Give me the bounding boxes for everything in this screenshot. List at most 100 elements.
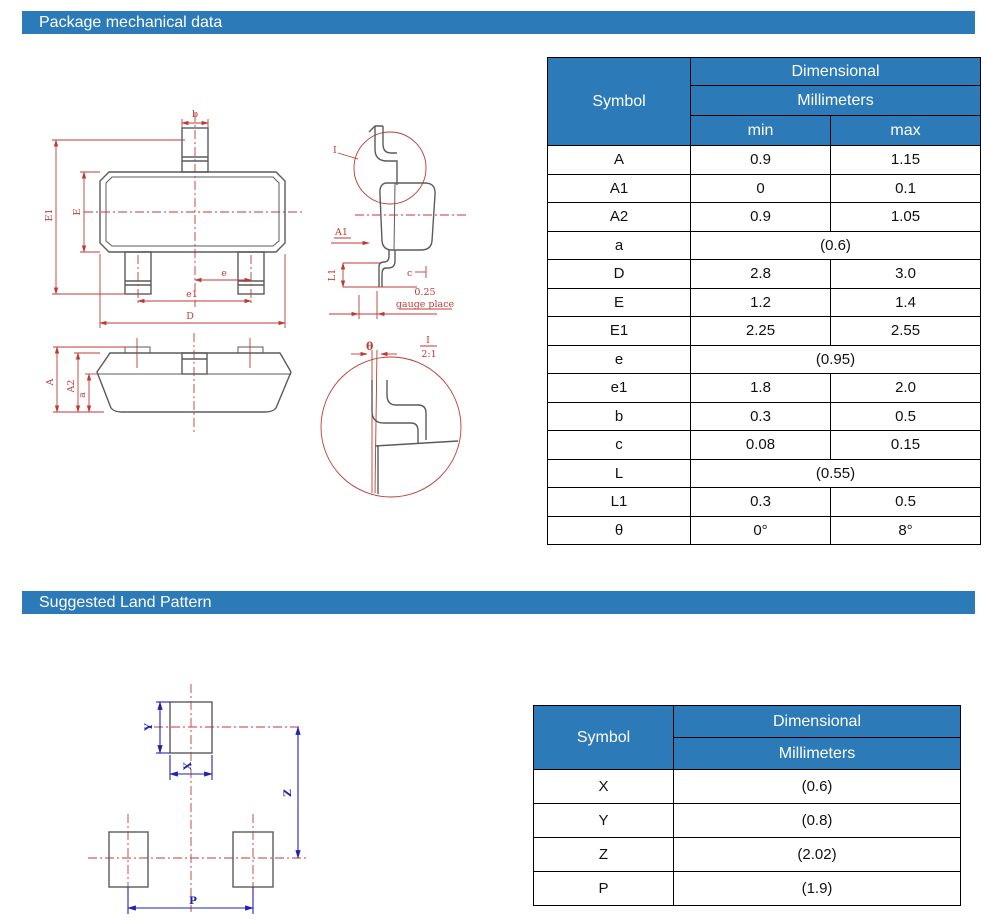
table-row: E 1.2 1.4 — [547, 287, 982, 317]
table-row: c 0.08 0.15 — [547, 430, 982, 460]
max-cell: 0.15 — [829, 430, 982, 460]
dim-label-e: e — [221, 268, 227, 279]
table-row: A2 0.9 1.05 — [547, 202, 982, 232]
detail-ref-label: I — [426, 335, 430, 346]
min-cell: 0.3 — [690, 487, 831, 517]
land-table-body: X (0.6) Y (0.8) Z (2.02) P (1.9) — [533, 769, 961, 906]
symbol-cell: E — [547, 287, 691, 317]
max-cell: 1.4 — [829, 287, 982, 317]
symbol-cell: A1 — [547, 173, 691, 203]
col-header-dimensional: Dimensional — [673, 705, 961, 738]
table-row: X (0.6) — [533, 769, 961, 804]
symbol-cell: Z — [533, 837, 674, 872]
dim-label-P: P — [189, 895, 197, 907]
dim-label-D: D — [186, 311, 194, 322]
gauge-value: 0.25 — [414, 287, 435, 298]
value-span-cell: (0.95) — [689, 344, 982, 374]
table-row: Z (2.02) — [533, 837, 961, 872]
symbol-cell: D — [547, 259, 691, 289]
gauge-text: gauge place — [396, 299, 455, 310]
package-side-view-drawing: I A1 L1 c 0.25 gauge place — [320, 125, 467, 498]
max-cell: 0.5 — [829, 401, 982, 431]
col-header-millimeters: Millimeters — [689, 85, 982, 116]
table-row: L (0.55) — [547, 458, 982, 488]
dim-label-E1: E1 — [44, 209, 55, 222]
section-title-land-pattern: Suggested Land Pattern — [39, 594, 212, 611]
dim-label-Y: Y — [143, 723, 155, 732]
land-pattern-drawing: Y X Z P — [88, 684, 306, 914]
dim-label-e1: e1 — [186, 289, 198, 300]
min-cell: 2.8 — [690, 259, 831, 289]
symbol-cell: X — [533, 769, 674, 804]
col-header-symbol: Symbol — [547, 57, 691, 146]
table-row: Y (0.8) — [533, 803, 961, 838]
min-cell: 2.25 — [690, 316, 831, 346]
dim-label-b: b — [192, 109, 198, 120]
dim-label-X: X — [182, 761, 194, 770]
package-dimension-table: Symbol Dimensional Millimeters min max A… — [547, 57, 982, 545]
symbol-cell: e1 — [547, 373, 691, 403]
max-cell: 3.0 — [829, 259, 982, 289]
symbol-cell: a — [547, 230, 691, 260]
table-row: e (0.95) — [547, 344, 982, 374]
max-cell: 2.0 — [829, 373, 982, 403]
dim-label-c: c — [407, 268, 412, 279]
col-header-dimensional: Dimensional — [689, 57, 982, 86]
table-row: E1 2.25 2.55 — [547, 316, 982, 346]
col-header-max: max — [829, 115, 982, 146]
min-cell: 0.9 — [690, 202, 831, 232]
land-pattern-table: Symbol Dimensional Millimeters X (0.6) Y (0… — [533, 705, 961, 906]
table-row: A 0.9 1.15 — [547, 145, 982, 175]
min-cell: 0 — [690, 173, 831, 203]
dim-label-A: A — [45, 378, 56, 386]
section-header-land-pattern: Suggested Land Pattern — [22, 591, 975, 614]
symbol-cell: c — [547, 430, 691, 460]
symbol-cell: b — [547, 401, 691, 431]
detail-callout-label: I — [333, 145, 337, 156]
symbol-cell: A2 — [547, 202, 691, 232]
dim-label-Z: Z — [282, 789, 294, 797]
dim-label-E: E — [72, 208, 83, 215]
max-cell: 1.05 — [829, 202, 982, 232]
table-row: D 2.8 3.0 — [547, 259, 982, 289]
col-header-min: min — [690, 115, 831, 146]
symbol-cell: Y — [533, 803, 674, 838]
symbol-cell: A — [547, 145, 691, 175]
symbol-cell: e — [547, 344, 691, 374]
min-cell: 1.8 — [690, 373, 831, 403]
min-cell: 0.3 — [690, 401, 831, 431]
min-cell: 0.08 — [690, 430, 831, 460]
table-row: b 0.3 0.5 — [547, 401, 982, 431]
min-cell: 1.2 — [690, 287, 831, 317]
col-header-millimeters: Millimeters — [673, 737, 961, 770]
section-title-package: Package mechanical data — [39, 14, 223, 31]
dim-label-L1: L1 — [327, 269, 338, 281]
package-front-view-drawing: A A2 a — [45, 333, 292, 432]
symbol-cell: P — [533, 871, 674, 906]
value-cell: (2.02) — [673, 837, 961, 872]
max-cell: 2.55 — [829, 316, 982, 346]
table-row: L1 0.3 0.5 — [547, 487, 982, 517]
package-top-view-drawing: b E1 E e e1 D — [44, 109, 303, 328]
min-cell: 0° — [690, 515, 831, 545]
table-row: θ 0° 8° — [547, 515, 982, 545]
dim-label-A1: A1 — [334, 227, 348, 238]
min-cell: 0.9 — [690, 145, 831, 175]
table-row: e1 1.8 2.0 — [547, 373, 982, 403]
value-span-cell: (0.6) — [689, 230, 982, 260]
detail-scale-label: 2:1 — [421, 349, 436, 360]
max-cell: 1.15 — [829, 145, 982, 175]
symbol-cell: θ — [547, 515, 691, 545]
symbol-cell: E1 — [547, 316, 691, 346]
dim-label-theta: θ — [366, 340, 373, 353]
max-cell: 8° — [829, 515, 982, 545]
col-header-symbol: Symbol — [533, 705, 674, 770]
symbol-cell: L1 — [547, 487, 691, 517]
value-cell: (0.6) — [673, 769, 961, 804]
max-cell: 0.1 — [829, 173, 982, 203]
value-span-cell: (0.55) — [689, 458, 982, 488]
symbol-cell: L — [547, 458, 691, 488]
table-row: a (0.6) — [547, 230, 982, 260]
dim-table-body: A 0.9 1.15 A1 0 0.1 A2 0.9 1.05 a (0.6) D 2.8 3.0 E 1.2… — [547, 145, 982, 545]
